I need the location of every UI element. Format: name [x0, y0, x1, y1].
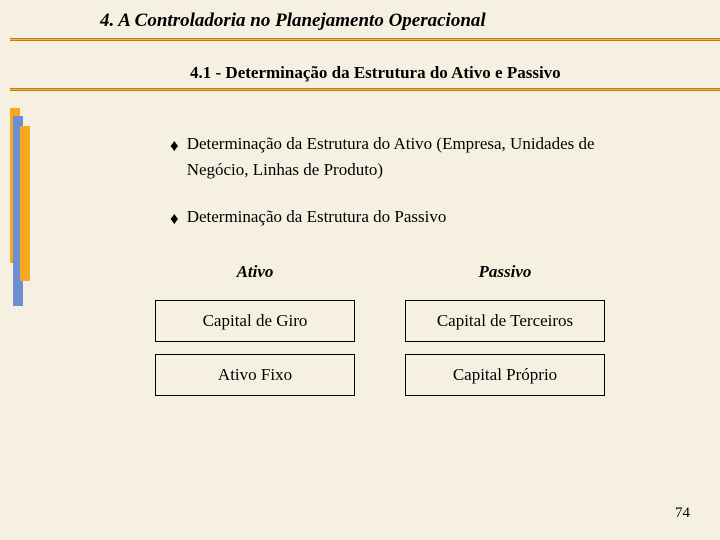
col-header-right: Passivo: [479, 262, 532, 282]
accent-orange-2: [20, 126, 30, 281]
bullet-item: ♦ Determinação da Estrutura do Ativo (Em…: [170, 131, 720, 182]
main-title: 4. A Controladoria no Planejamento Opera…: [100, 10, 720, 32]
col-header-left: Ativo: [237, 262, 274, 282]
side-accent: [10, 108, 28, 303]
title-section: 4. A Controladoria no Planejamento Opera…: [0, 0, 720, 32]
bullet-text: Determinação da Estrutura do Passivo: [187, 204, 447, 230]
table-cell: Ativo Fixo: [155, 354, 355, 396]
table-section: Ativo Capital de Giro Ativo Fixo Passivo…: [155, 262, 720, 408]
bullet-text: Determinação da Estrutura do Ativo (Empr…: [187, 131, 647, 182]
subtitle-rule: [10, 88, 720, 91]
page-number: 74: [675, 505, 690, 522]
subtitle: 4.1 - Determinação da Estrutura do Ativo…: [190, 63, 720, 83]
table-col-right: Passivo Capital de Terceiros Capital Pró…: [405, 262, 605, 408]
title-rule: [10, 38, 720, 41]
bullet-item: ♦ Determinação da Estrutura do Passivo: [170, 204, 720, 232]
table-cell: Capital Próprio: [405, 354, 605, 396]
table-cell: Capital de Terceiros: [405, 300, 605, 342]
diamond-bullet-icon: ♦: [170, 206, 179, 232]
table-col-left: Ativo Capital de Giro Ativo Fixo: [155, 262, 355, 408]
body-content: ♦ Determinação da Estrutura do Ativo (Em…: [170, 131, 720, 232]
table-cell: Capital de Giro: [155, 300, 355, 342]
diamond-bullet-icon: ♦: [170, 133, 179, 159]
